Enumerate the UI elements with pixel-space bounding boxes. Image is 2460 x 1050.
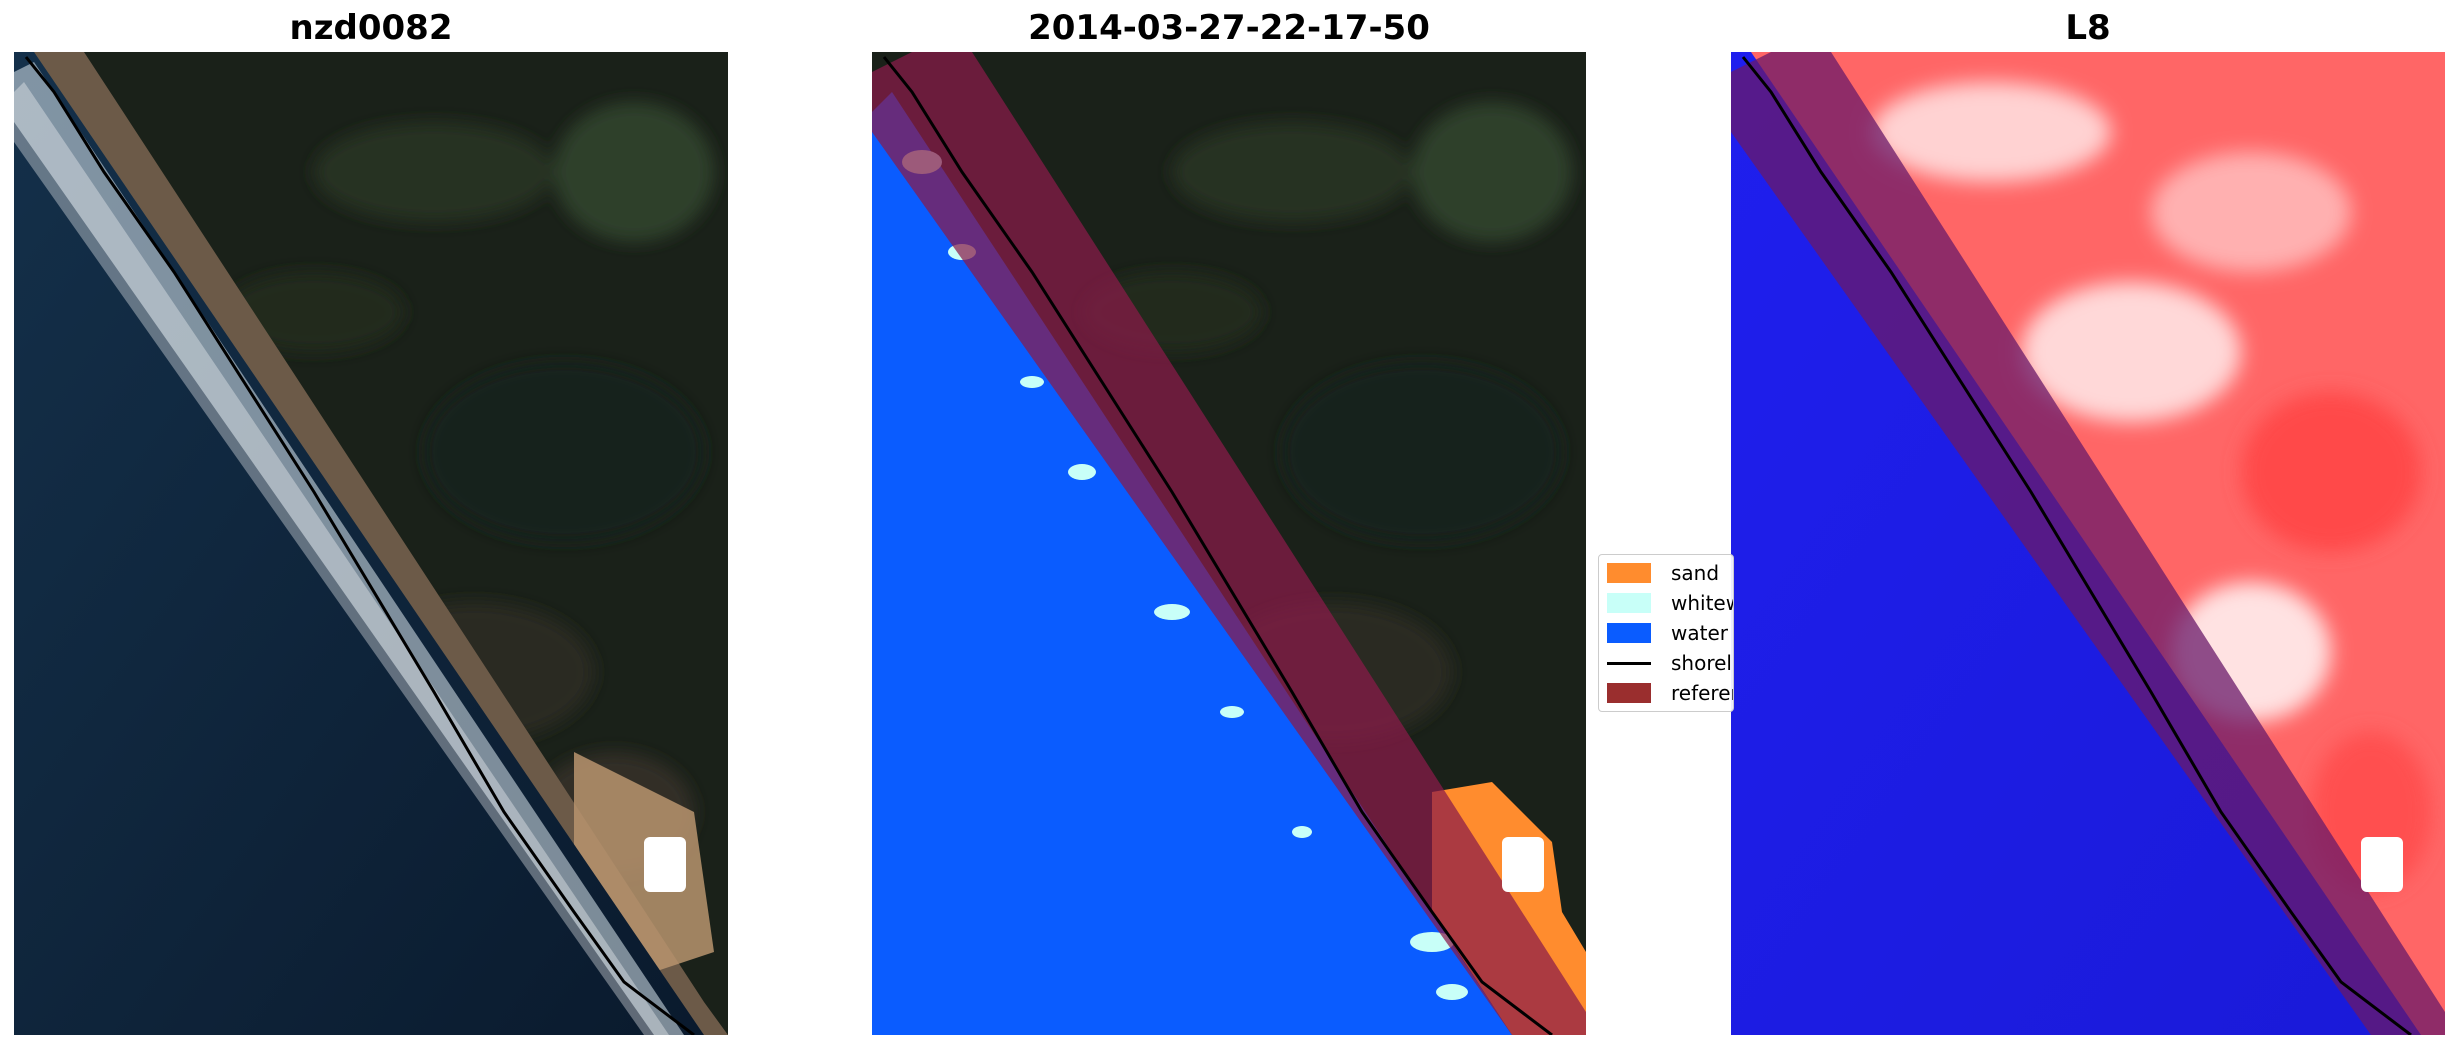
legend-label: referen — [1671, 681, 1733, 705]
legend-label: shorel — [1671, 651, 1732, 675]
rgb-image — [14, 52, 728, 1035]
land-index-texture — [1871, 82, 2431, 892]
legend-item-shoreline: shorel — [1607, 651, 1732, 675]
legend-line-shoreline — [1607, 661, 1651, 665]
cloud-mask — [1502, 837, 1544, 892]
shoreline — [24, 56, 695, 1035]
rgb-image-panel — [14, 52, 728, 1035]
shoreline — [1741, 56, 2412, 1035]
classified-image-panel — [872, 52, 1586, 1035]
reference-buffer — [872, 52, 1586, 1035]
panel-title-index: L8 — [2065, 8, 2111, 48]
legend-swatch-reference — [1607, 683, 1651, 703]
index-image — [1731, 52, 2445, 1035]
index-image-panel — [1731, 52, 2445, 1035]
legend-item-sand: sand — [1607, 561, 1719, 585]
legend-label: sand — [1671, 561, 1720, 585]
legend-swatch-whitewater — [1607, 593, 1651, 613]
cloud-mask — [644, 837, 686, 892]
shoreline — [882, 56, 1553, 1035]
panel-title-rgb: nzd0082 — [289, 8, 453, 48]
legend-item-water: water — [1607, 621, 1728, 645]
cloud-mask — [2361, 837, 2403, 892]
legend-item-reference: referen — [1607, 681, 1733, 705]
legend-swatch-water — [1607, 623, 1651, 643]
beach-sand — [34, 52, 728, 1035]
classified-image — [872, 52, 1586, 1035]
legend-swatch-sand — [1607, 563, 1651, 583]
reference-buffer — [1731, 52, 2445, 1035]
panel-title-classified: 2014-03-27-22-17-50 — [1028, 8, 1430, 48]
legend-label: water — [1671, 621, 1728, 645]
